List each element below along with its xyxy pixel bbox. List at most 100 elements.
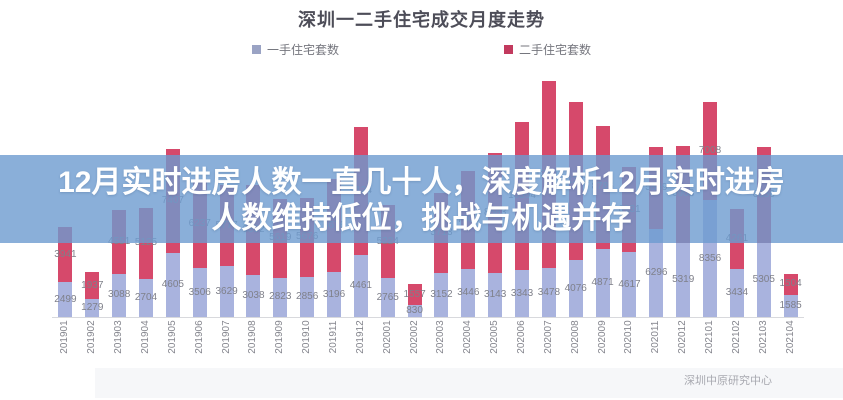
second-hand-bar-segment: [407, 283, 422, 306]
first-hand-value-label: 3143: [484, 289, 507, 300]
second-hand-bar-segment: [783, 273, 798, 295]
first-hand-bar-segment: [192, 268, 207, 317]
first-hand-bar-segment: [676, 242, 691, 317]
bottom-strip: [95, 368, 843, 398]
first-hand-bar-segment: [595, 248, 610, 317]
chart-legend: 一手住宅套数 二手住宅套数: [0, 41, 843, 58]
x-axis-tick-label: 201903: [113, 320, 125, 354]
x-axis-tick-label: 202007: [542, 320, 554, 354]
legend-item-second-hand: 二手住宅套数: [504, 41, 591, 58]
x-axis-tick-label: 202001: [381, 320, 393, 354]
x-axis-tick-label: 202101: [704, 320, 716, 354]
first-hand-bar-segment: [112, 273, 127, 317]
x-axis-tick-label: 201911: [328, 320, 340, 354]
x-axis-tick-label: 202012: [677, 320, 689, 354]
x-axis-tick-label: 201901: [59, 320, 71, 354]
first-hand-value-label: 2856: [296, 291, 319, 302]
first-hand-bar-segment: [729, 269, 744, 317]
overlay-banner: 12月实时进房人数一直几十人，深度解析12月实时进房 人数维持低位，挑战与机遇并…: [0, 155, 843, 243]
overlay-banner-line1: 12月实时进房人数一直几十人，深度解析12月实时进房: [58, 166, 785, 199]
x-axis-tick-label: 201912: [354, 320, 366, 354]
first-hand-value-label: 3506: [188, 286, 211, 298]
first-hand-bar-segment: [85, 299, 100, 317]
first-hand-bar-segment: [273, 277, 288, 317]
bar-column: 1937 1279 201902: [79, 70, 106, 354]
first-hand-value-label: 1585: [779, 299, 802, 311]
first-hand-bar-segment: [649, 228, 664, 317]
stacked-bar: [783, 273, 798, 317]
first-hand-value-label: 3152: [430, 289, 453, 300]
first-hand-bar-segment: [380, 278, 395, 317]
first-hand-bar-segment: [139, 279, 153, 317]
first-hand-value-label: 3446: [457, 286, 480, 298]
second-hand-value-label: 7008: [698, 145, 722, 157]
x-axis-tick-label: 201909: [274, 320, 286, 354]
first-hand-value-label: 4617: [618, 278, 641, 290]
x-axis-tick-label: 202004: [462, 320, 474, 354]
legend-item-first-hand: 一手住宅套数: [251, 41, 339, 58]
chart-title: 深圳一二手住宅成交月度走势: [298, 10, 545, 30]
bar-column: 1504 1585 202104: [777, 70, 804, 354]
x-axis-tick-label: 201906: [193, 320, 205, 354]
legend-item-label: 二手住宅套数: [519, 43, 592, 57]
overlay-banner-line2: 人数维持低位，挑战与机遇并存: [211, 202, 632, 235]
first-hand-bar-segment: [434, 272, 449, 317]
first-hand-bar-segment: [461, 268, 476, 317]
first-hand-bar-segment: [407, 305, 422, 317]
x-axis-tick-label: 202010: [623, 320, 635, 354]
first-hand-value-label: 2704: [134, 292, 158, 304]
x-axis-tick-label: 202009: [596, 320, 608, 354]
first-hand-value-label: 5319: [672, 273, 695, 285]
second-hand-bar-segment: [85, 272, 100, 300]
first-hand-value-label: 1279: [81, 302, 104, 314]
x-axis-tick-label: 201902: [86, 320, 98, 354]
x-axis-tick-label: 202102: [730, 320, 742, 354]
first-hand-bar-segment: [219, 266, 234, 317]
x-axis-tick-label: 202103: [757, 320, 769, 354]
first-hand-bar-segment: [622, 252, 637, 317]
first-hand-bar-segment: [353, 254, 368, 317]
first-hand-value-label: 5305: [752, 273, 775, 285]
x-axis-tick-label: 201907: [220, 320, 232, 354]
first-hand-legend-swatch-icon: [251, 45, 261, 54]
first-hand-value-label: 3343: [510, 287, 534, 299]
first-hand-bar-segment: [515, 270, 530, 317]
first-hand-value-label: 4076: [564, 282, 587, 294]
first-hand-value-label: 4461: [349, 279, 372, 291]
second-hand-value-label: 1937: [81, 279, 104, 291]
first-hand-value-label: 830: [406, 305, 423, 317]
x-axis-tick-label: 202104: [784, 320, 796, 354]
x-axis-tick-label: 202005: [489, 320, 501, 354]
source-attribution: 深圳中原研究中心: [684, 375, 772, 387]
x-axis-tick-label: 202008: [569, 320, 581, 354]
first-hand-value-label: 2499: [54, 293, 77, 305]
first-hand-value-label: 3478: [537, 286, 561, 298]
stacked-bar: [85, 272, 100, 317]
first-hand-value-label: 2765: [376, 291, 399, 303]
first-hand-value-label: 3629: [215, 285, 238, 297]
first-hand-bar-segment: [327, 272, 342, 317]
x-axis-tick-label: 202006: [516, 320, 528, 354]
first-hand-bar-segment: [58, 282, 73, 317]
second-hand-value-label: 3941: [54, 248, 77, 260]
second-hand-value-label: 1504: [779, 278, 802, 290]
x-axis-tick-label: 202011: [650, 320, 662, 354]
first-hand-value-label: 3196: [322, 288, 346, 300]
second-hand-legend-swatch-icon: [504, 45, 513, 54]
first-hand-bar-segment: [783, 294, 798, 317]
x-axis-tick-label: 201908: [247, 320, 259, 354]
first-hand-bar-segment: [568, 260, 583, 317]
first-hand-bar-segment: [756, 242, 771, 317]
x-axis-tick-label: 202002: [408, 320, 420, 354]
first-hand-value-label: 3434: [725, 287, 749, 298]
x-axis-tick-label: 202003: [435, 320, 447, 354]
first-hand-value-label: 4605: [161, 278, 184, 290]
stacked-bar: [407, 283, 422, 317]
x-axis-tick-label: 201910: [301, 320, 313, 354]
first-hand-value-label: 8356: [698, 252, 722, 264]
first-hand-bar-segment: [165, 252, 180, 317]
legend-item-label: 一手住宅套数: [266, 43, 339, 57]
first-hand-value-label: 4871: [591, 276, 614, 288]
first-hand-bar-segment: [488, 273, 503, 317]
